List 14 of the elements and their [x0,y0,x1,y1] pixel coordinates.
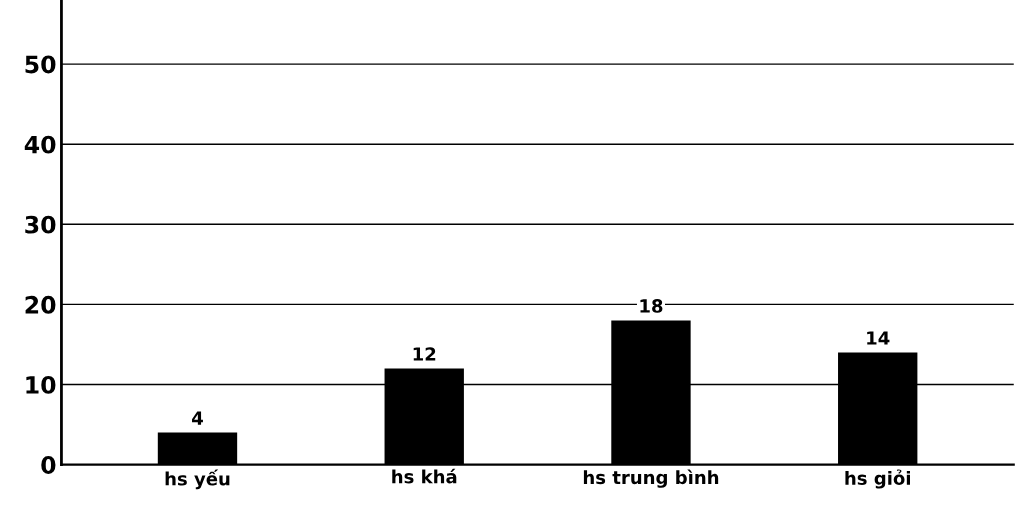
x-tick-label: hs yếu [165,469,230,490]
y-tick-label: 40 [24,135,56,154]
y-tick-label: 10 [26,375,56,394]
data-label: 12 [413,347,436,361]
y-tick-label: 50 [25,55,56,74]
data-label: 4 [192,411,203,425]
y-tick-label: 30 [25,215,56,234]
data-label: 18 [640,299,663,313]
y-tick-label: 20 [25,295,56,314]
y-tick-label: 0 [41,456,56,474]
data-label: 14 [867,331,890,345]
x-tick-label: hs trung bình [583,469,719,488]
x-tick-label: hs giỏi [845,469,910,489]
x-tick-label: hs khá [392,468,457,484]
